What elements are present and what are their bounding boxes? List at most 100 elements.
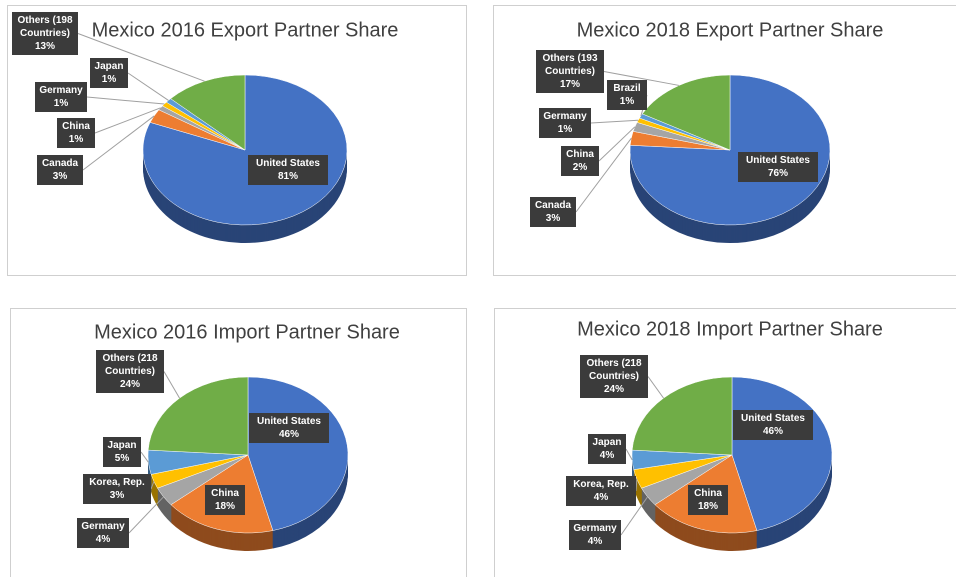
label-value: 24% [119,379,140,390]
label-category: Japan [592,437,622,448]
label-category: China [211,488,239,499]
pie [629,74,831,243]
label-category: Brazil [613,83,641,94]
chart-title: Mexico 2018 Import Partner Share [577,318,883,340]
label-category: Germany [573,523,617,534]
data-label: Germany 4% [77,518,129,548]
label-category: Korea, Rep. [573,479,629,490]
label-category: China [62,121,90,132]
label-value: 18% [697,501,718,512]
leader-line [128,496,164,534]
leader-line [77,33,205,82]
label-value: 1% [619,96,635,107]
label-category: Korea, Rep. [89,477,145,488]
label-category: Japan [107,440,137,451]
data-label: Others (218 Countries) 24% [580,355,648,398]
label-category: Others (198 Countries) [17,15,73,39]
label-value: 81% [277,171,298,182]
label-category: United States [741,413,805,424]
chart-title: Mexico 2016 Import Partner Share [94,321,400,343]
leader-line [575,137,632,213]
data-label: Germany 1% [35,82,87,112]
data-label: Brazil 1% [607,80,647,110]
pie-slice [147,376,249,456]
leader-line [94,107,161,134]
label-category: Germany [543,111,587,122]
label-category: Others (218 Countries) [102,353,158,377]
label-value: 18% [214,501,235,512]
data-label: Korea, Rep. 3% [83,474,151,504]
data-label: China 18% [688,485,728,515]
data-label: Others (193 Countries) 17% [536,50,604,93]
leader-line [86,96,165,105]
panel [493,5,956,276]
data-label: Canada 3% [37,155,83,185]
data-label: United States 46% [733,410,813,440]
panel [494,308,956,577]
label-category: Canada [41,158,79,169]
label-value: 4% [599,450,615,461]
label-value: 24% [603,384,624,395]
chart-title: Mexico 2016 Export Partner Share [92,19,399,41]
label-category: Others (218 Countries) [586,358,642,382]
label-value: 3% [109,490,125,501]
leader-line [140,451,149,463]
data-label: Japan 4% [588,434,626,464]
label-category: Japan [94,61,124,72]
data-label: United States 81% [248,155,328,185]
leader-line [635,479,638,492]
label-category: United States [257,416,321,427]
leader-line [82,115,155,171]
data-label: United States 76% [738,152,818,182]
data-label: Germany 4% [569,520,621,550]
data-label: China 1% [57,118,95,148]
label-value: 3% [52,171,68,182]
label-value: 76% [767,168,788,179]
leader-line [603,71,680,86]
label-value: 3% [545,213,561,224]
label-category: China [566,149,594,160]
leader-line [150,481,155,490]
label-value: 1% [68,134,84,145]
data-label: Others (198 Countries) 13% [12,12,78,55]
data-label: Canada 3% [530,197,576,227]
label-value: 5% [114,453,130,464]
leader-line [163,371,180,399]
label-category: Canada [534,200,572,211]
leader-line [625,448,633,461]
label-value: 2% [572,162,588,173]
panel [10,308,467,577]
label-category: United States [746,155,810,166]
label-value: 17% [559,79,580,90]
data-label: United States 46% [249,413,329,443]
label-category: Germany [81,521,125,532]
data-label: China 2% [561,146,599,176]
data-label: China 18% [205,485,245,515]
data-label: Japan 1% [90,58,128,88]
label-category: Germany [39,85,83,96]
data-label: Others (218 Countries) 24% [96,350,164,393]
pie [142,74,348,244]
label-value: 13% [34,41,55,52]
label-category: United States [256,158,320,169]
leader-line [598,126,636,162]
pie-slice [631,376,733,456]
leader-line [127,72,169,101]
panel [7,5,467,276]
label-value: 1% [557,124,573,135]
leader-line [647,376,664,399]
data-label: Korea, Rep. 4% [566,476,636,506]
label-value: 4% [587,536,603,547]
label-category: Others (193 Countries) [542,53,598,77]
data-label: Germany 1% [539,108,591,138]
leader-line [590,119,639,124]
pie [631,376,833,551]
leader-line [620,496,648,536]
label-value: 1% [53,98,69,109]
label-value: 1% [101,74,117,85]
chart-title: Mexico 2018 Export Partner Share [577,19,884,41]
label-value: 46% [278,429,299,440]
data-label: Japan 5% [103,437,141,467]
label-value: 4% [95,534,111,545]
